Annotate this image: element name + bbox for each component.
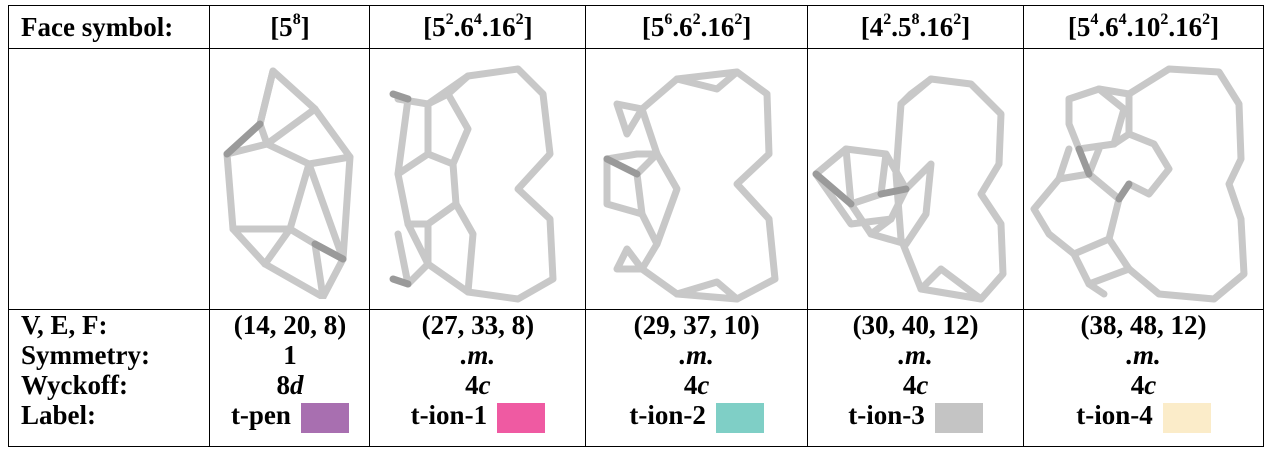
- info-row-labels: V, E, F: Symmetry: Wyckoff: Label:: [7, 309, 211, 447]
- color-swatch: [300, 402, 349, 433]
- symmetry-value: .m.: [1126, 340, 1161, 370]
- symmetry-row-label: Symmetry:: [21, 340, 150, 370]
- tile-structure-t-ion-4: [1023, 48, 1264, 310]
- face-symbol-t-ion-1: [52.64.162]: [369, 5, 587, 49]
- face-symbol-t-ion-3: [42.58.162]: [807, 5, 1025, 49]
- tile-structure-t-ion-2: [585, 48, 809, 310]
- tile-label: t-pen: [210, 400, 369, 433]
- vef-value: (27, 33, 8): [421, 310, 535, 340]
- tile-structure-t-pen: [209, 48, 371, 310]
- t-ion-4-wireframe: [1030, 65, 1248, 303]
- wyckoff-value: 4c: [1130, 370, 1157, 400]
- t-pen-wireframe: [223, 67, 354, 299]
- info-t-ion-3: (30, 40, 12) .m. 4c t-ion-3: [807, 309, 1025, 447]
- header-row: Face symbol: [58] [52.64.162] [56.62.162…: [7, 5, 1264, 49]
- info-t-ion-2: (29, 37, 10) .m. 4c t-ion-2: [585, 309, 809, 447]
- color-swatch: [1162, 402, 1211, 433]
- face-symbol-t-pen: [58]: [209, 5, 371, 49]
- t-ion-1-wireframe: [389, 65, 557, 303]
- wyckoff-value: 8d: [276, 370, 304, 400]
- vef-value: (38, 48, 12): [1080, 310, 1207, 340]
- info-t-ion-4: (38, 48, 12) .m. 4c t-ion-4: [1023, 309, 1264, 447]
- face-symbol-row-label: Face symbol:: [7, 5, 211, 49]
- tile-label: t-ion-4: [1024, 400, 1263, 433]
- wyckoff-value: 4c: [902, 370, 929, 400]
- t-ion-3-wireframe: [812, 75, 1007, 303]
- color-swatch: [497, 402, 546, 433]
- tile-structure-t-ion-1: [369, 48, 587, 310]
- label-row-label: Label:: [21, 400, 97, 430]
- tile-label: t-ion-2: [586, 400, 807, 433]
- wyckoff-value: 4c: [683, 370, 710, 400]
- symmetry-value: 1: [283, 340, 297, 370]
- tile-table: Face symbol: [58] [52.64.162] [56.62.162…: [7, 5, 1264, 447]
- vef-value: (14, 20, 8): [233, 310, 347, 340]
- t-ion-2-wireframe: [603, 68, 779, 303]
- wyckoff-row-label: Wyckoff:: [21, 370, 128, 400]
- info-t-pen: (14, 20, 8) 1 8d t-pen: [209, 309, 371, 447]
- color-swatch: [715, 402, 764, 433]
- info-row: V, E, F: Symmetry: Wyckoff: Label: (14, …: [7, 309, 1264, 447]
- info-t-ion-1: (27, 33, 8) .m. 4c t-ion-1: [369, 309, 587, 447]
- vef-value: (30, 40, 12): [852, 310, 979, 340]
- wyckoff-value: 4c: [465, 370, 491, 400]
- symmetry-value: .m.: [679, 340, 714, 370]
- color-swatch: [934, 402, 983, 433]
- tile-label: t-ion-3: [808, 400, 1023, 433]
- symmetry-value: .m.: [898, 340, 933, 370]
- empty-label-cell: [7, 48, 211, 310]
- face-symbol-t-ion-4: [54.64.102.162]: [1023, 5, 1264, 49]
- face-symbol-t-ion-2: [56.62.162]: [585, 5, 809, 49]
- tile-label: t-ion-1: [370, 400, 585, 433]
- structure-image-row: [7, 48, 1264, 310]
- vef-value: (29, 37, 10): [633, 310, 760, 340]
- tile-structure-t-ion-3: [807, 48, 1025, 310]
- symmetry-value: .m.: [460, 340, 496, 370]
- vef-row-label: V, E, F:: [21, 310, 108, 340]
